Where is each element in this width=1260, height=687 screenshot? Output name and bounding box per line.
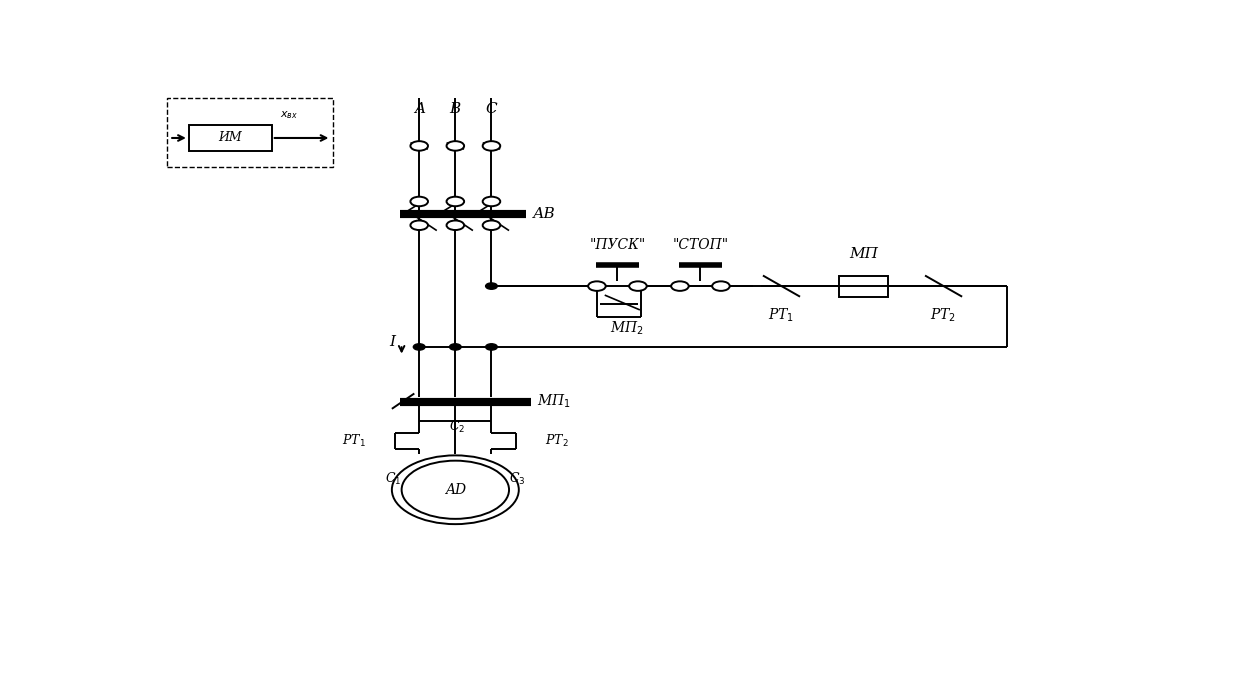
Text: МП$_1$: МП$_1$ [537,393,571,410]
Text: C: C [485,102,498,116]
Circle shape [483,196,500,206]
Bar [189,125,272,151]
Circle shape [483,221,500,230]
Text: АВ: АВ [533,207,556,221]
Text: C$_2$: C$_2$ [449,419,465,436]
Text: РТ$_2$: РТ$_2$ [930,306,956,324]
Text: B: B [450,102,461,116]
Circle shape [712,282,730,291]
Circle shape [411,196,428,206]
Text: МП$_2$: МП$_2$ [610,319,644,337]
Text: AD: AD [445,483,466,497]
Text: I: I [389,335,394,348]
Text: A: A [413,102,425,116]
Circle shape [450,344,461,350]
Text: МП: МП [849,247,878,261]
Circle shape [413,344,425,350]
Bar [839,275,888,297]
Circle shape [411,141,428,150]
Text: "ПУСК": "ПУСК" [590,238,645,252]
Text: РТ$_2$: РТ$_2$ [546,433,568,449]
Text: РТ$_1$: РТ$_1$ [341,433,365,449]
Circle shape [446,196,464,206]
Circle shape [485,283,498,289]
Text: C$_1$: C$_1$ [386,471,402,487]
Text: "СТОП": "СТОП" [673,238,728,252]
Circle shape [588,282,606,291]
Text: РТ$_1$: РТ$_1$ [769,306,795,324]
Circle shape [446,141,464,150]
Bar [168,98,333,167]
Circle shape [446,221,464,230]
Circle shape [411,221,428,230]
Circle shape [629,282,646,291]
Circle shape [672,282,689,291]
Text: $x_{вх}$: $x_{вх}$ [280,109,299,121]
Circle shape [483,141,500,150]
Text: C$_3$: C$_3$ [509,471,525,487]
Circle shape [485,344,498,350]
Text: ИМ: ИМ [218,131,242,144]
